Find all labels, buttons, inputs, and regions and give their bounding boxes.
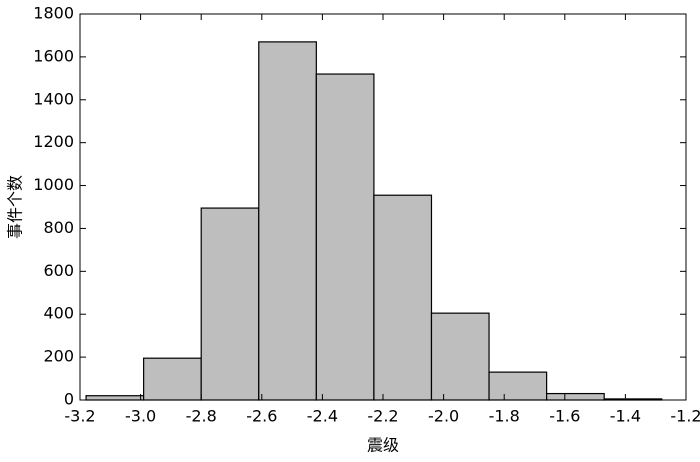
bar: [546, 392, 605, 401]
x-tick-label: -1.8: [489, 407, 520, 426]
x-tick-label: -2.0: [428, 407, 459, 426]
x-tick-label: -2.8: [186, 407, 217, 426]
y-tick-label: 400: [43, 304, 74, 323]
x-tick-label: -2.2: [367, 407, 398, 426]
bar: [488, 371, 548, 401]
y-tick-label: 1200: [33, 132, 74, 151]
y-axis-label: 事件个数: [6, 175, 25, 239]
y-tick-label: 1600: [33, 46, 74, 65]
bar: [258, 41, 317, 401]
bar: [315, 73, 375, 401]
bar: [430, 312, 490, 401]
y-tick-label: 600: [43, 261, 74, 280]
y-tick-label: 0: [64, 390, 74, 409]
x-tick-label: -3.0: [125, 407, 156, 426]
bar: [143, 357, 202, 401]
x-tick-label: -3.2: [64, 407, 95, 426]
x-tick-label: -1.2: [670, 407, 700, 426]
x-tick-label: -2.4: [307, 407, 338, 426]
y-tick-label: 1000: [33, 175, 74, 194]
bar: [85, 395, 145, 401]
bar: [373, 194, 433, 401]
y-tick-label: 800: [43, 218, 74, 237]
x-tick-label: -1.6: [549, 407, 580, 426]
y-tick-label: 1400: [33, 89, 74, 108]
x-tick-label: -2.6: [246, 407, 277, 426]
y-tick-label: 200: [43, 347, 74, 366]
bar: [200, 207, 260, 401]
y-tick-label: 1800: [33, 4, 74, 23]
x-tick-label: -1.4: [610, 407, 641, 426]
x-axis-label: 震级: [367, 436, 399, 455]
